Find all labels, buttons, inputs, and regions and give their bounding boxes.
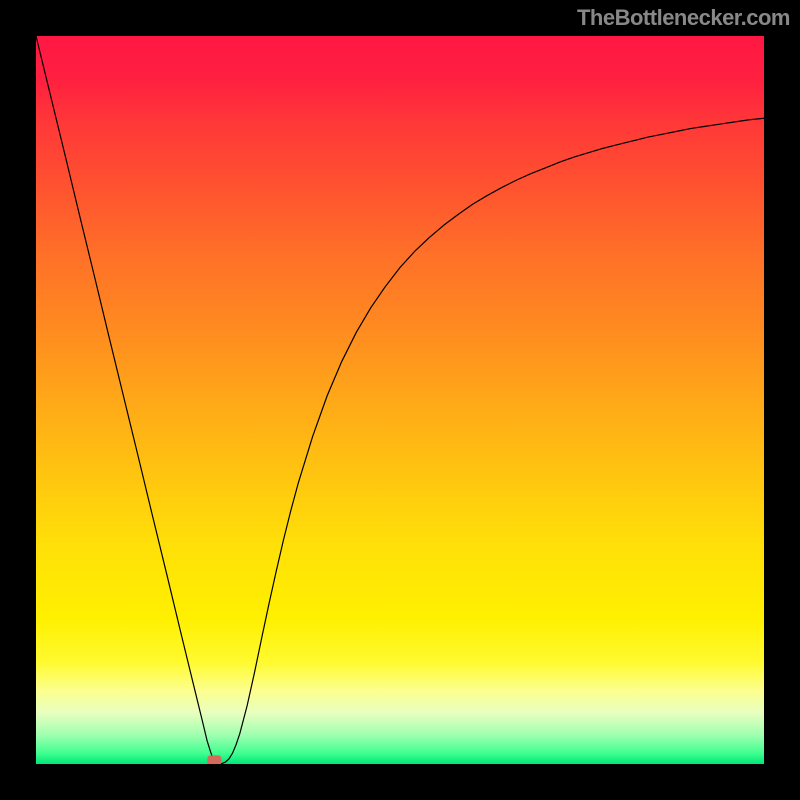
- plot-gradient-background: [36, 36, 764, 764]
- watermark-text: TheBottlenecker.com: [577, 5, 790, 31]
- optimal-point-marker: [207, 755, 221, 765]
- chart-svg: [0, 0, 800, 800]
- bottleneck-chart: TheBottlenecker.com: [0, 0, 800, 800]
